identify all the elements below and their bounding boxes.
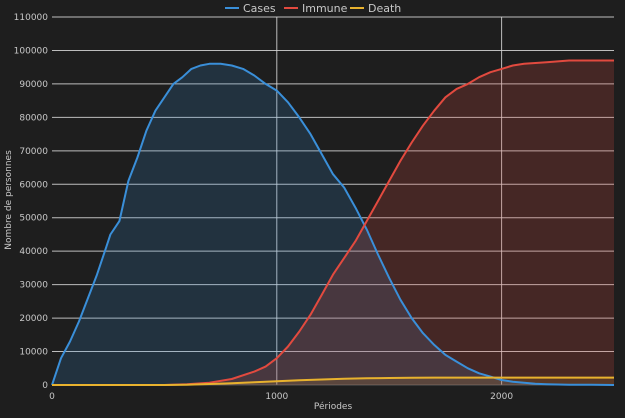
legend-item-cases[interactable]: Cases — [225, 2, 276, 15]
y-tick-label: 100000 — [14, 46, 49, 56]
series-area-immune — [52, 60, 614, 385]
series-line-cases — [51, 62, 615, 386]
y-tick-label: 50000 — [19, 214, 48, 224]
x-tick-label: 1000 — [265, 392, 288, 402]
x-axis-title: Périodes — [314, 401, 353, 412]
y-axis-title: Nombre de personnes — [4, 150, 14, 250]
y-tick-label: 60000 — [19, 180, 48, 190]
y-tick-label: 110000 — [14, 13, 49, 23]
y-tick-label: 10000 — [19, 348, 48, 358]
legend-item-immune[interactable]: Immune — [284, 2, 348, 15]
y-tick-label: 40000 — [19, 247, 48, 257]
y-tick-label: 80000 — [19, 113, 48, 123]
series-line-death — [52, 376, 614, 386]
legend[interactable]: Cases Immune Death — [225, 2, 401, 15]
grid-lines — [52, 16, 614, 386]
series-area-cases — [52, 63, 614, 386]
legend-item-death[interactable]: Death — [350, 2, 401, 15]
x-tick-label: 2000 — [490, 392, 513, 402]
y-tick-label: 20000 — [19, 314, 48, 324]
x-axis-ticks: 0 1000 2000 — [49, 392, 513, 402]
legend-label-cases: Cases — [243, 2, 276, 15]
y-tick-label: 70000 — [19, 147, 48, 157]
y-tick-label: 0 — [42, 381, 48, 391]
series-area-death — [52, 377, 614, 385]
x-tick-label: 0 — [49, 392, 55, 402]
series-areas — [52, 60, 614, 386]
legend-label-death: Death — [368, 2, 401, 15]
y-tick-label: 90000 — [19, 80, 48, 90]
legend-label-immune: Immune — [302, 2, 348, 15]
series-lines — [51, 59, 615, 386]
y-axis-ticks: 0 10000 20000 30000 40000 50000 60000 70000 8000… — [14, 13, 49, 391]
y-tick-label: 30000 — [19, 281, 48, 291]
series-line-immune — [52, 59, 614, 386]
